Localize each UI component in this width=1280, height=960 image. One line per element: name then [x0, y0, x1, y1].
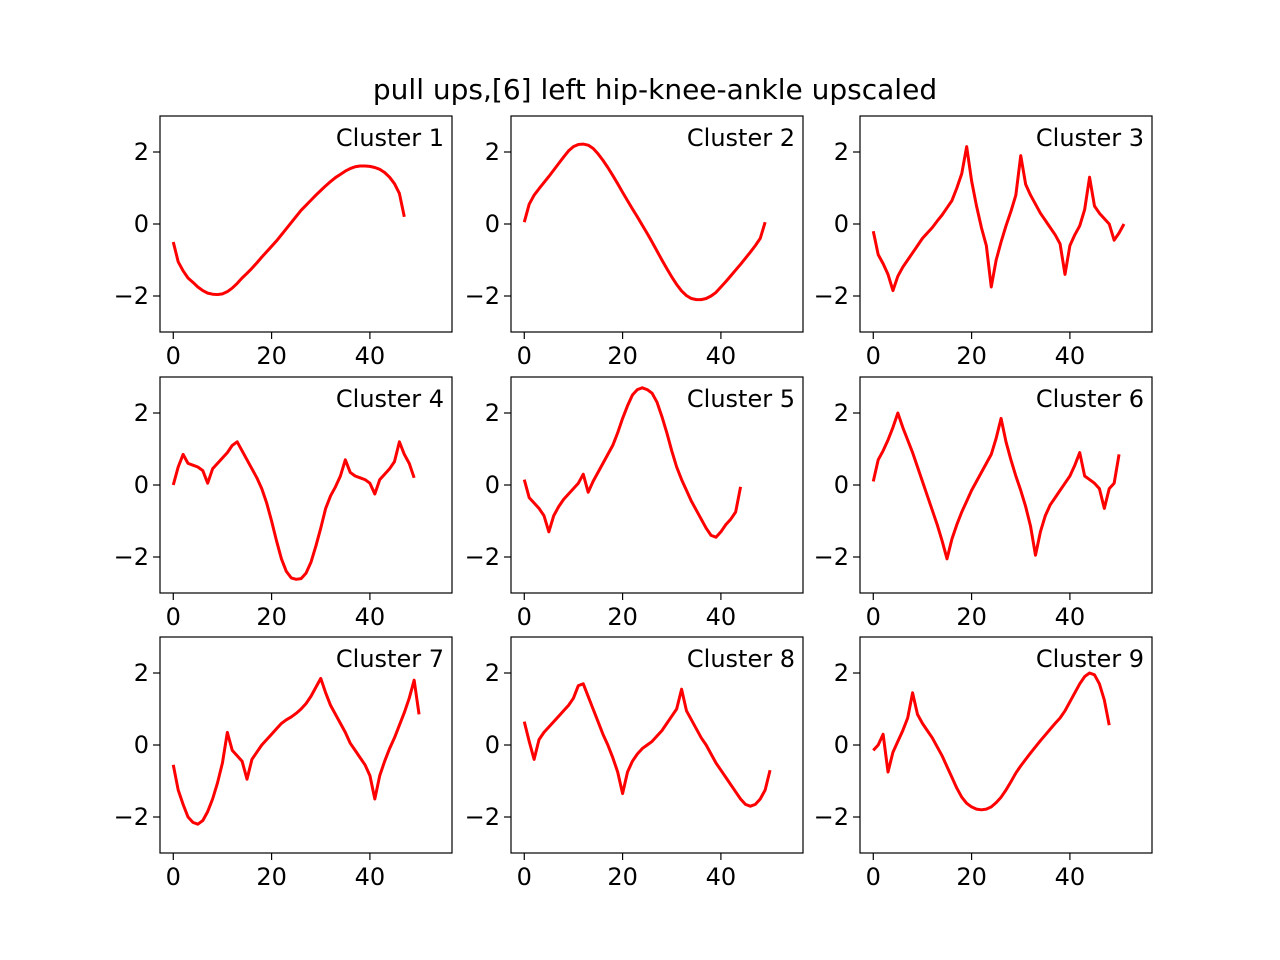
y-tick-label: −2 — [814, 282, 849, 310]
x-tick-label: 40 — [355, 863, 386, 891]
x-tick-label: 40 — [355, 342, 386, 370]
series-line-8 — [522, 682, 772, 808]
x-tick-label: 20 — [607, 863, 638, 891]
x-tick-label: 40 — [706, 603, 737, 631]
y-tick-label: 0 — [485, 471, 500, 499]
x-tick-label: 40 — [355, 603, 386, 631]
cluster-label: Cluster 9 — [1036, 645, 1144, 673]
x-tick-label: 20 — [256, 863, 287, 891]
y-tick-label: 2 — [485, 399, 500, 427]
y-tick-label: 2 — [134, 399, 149, 427]
y-tick-label: 0 — [134, 210, 149, 238]
subplot-7: 0 20 40 −2 0 2 Cluster 7 — [114, 636, 453, 891]
y-tick-label: 0 — [485, 210, 500, 238]
series-line-2 — [522, 142, 767, 302]
series-line-6 — [871, 411, 1121, 561]
cluster-label: Cluster 8 — [687, 645, 795, 673]
y-tick-label: −2 — [114, 803, 149, 831]
subplot-6: 0 20 40 −2 0 2 Cluster 6 — [814, 376, 1153, 631]
figure-title: pull ups,[6] left hip-knee-ankle upscale… — [373, 73, 937, 106]
x-tick-label: 0 — [866, 342, 881, 370]
x-tick-label: 40 — [706, 863, 737, 891]
y-tick-label: 2 — [834, 659, 849, 687]
x-tick-label: 0 — [866, 603, 881, 631]
y-tick-label: −2 — [465, 803, 500, 831]
series-line-5 — [522, 386, 743, 539]
y-tick-label: −2 — [465, 543, 500, 571]
axes-grid: 0 20 40−202 Cluster 10 20 40−202 Cluster 20 20 4… — [114, 115, 1153, 891]
y-tick-label: 2 — [134, 138, 149, 166]
y-tick-label: 2 — [834, 138, 849, 166]
series-line-3 — [871, 145, 1126, 293]
x-tick-label: 0 — [166, 603, 181, 631]
subplot-3: 0 20 40 −2 0 2 Cluster 3 — [814, 115, 1153, 370]
subplot-1: 0 20 40 −2 0 2 Cluster 1 — [114, 115, 453, 370]
x-tick-label: 0 — [517, 863, 532, 891]
subplot-2: 0 20 40 −2 0 2 Cluster 2 — [465, 115, 804, 370]
cluster-label: Cluster 3 — [1036, 124, 1144, 152]
cluster-label: Cluster 2 — [687, 124, 795, 152]
x-tick-label: 0 — [166, 863, 181, 891]
x-tick-label: 20 — [256, 342, 287, 370]
x-tick-label: 20 — [607, 603, 638, 631]
y-tick-label: 0 — [834, 471, 849, 499]
subplot-5: 0 20 40 −2 0 2 Cluster 5 — [465, 376, 804, 631]
y-tick-label: 0 — [834, 731, 849, 759]
y-tick-label: 2 — [485, 138, 500, 166]
x-tick-label: 40 — [1055, 342, 1086, 370]
cluster-label: Cluster 1 — [336, 124, 444, 152]
subplot-4: 0 20 40 −2 0 2 Cluster 4 — [114, 376, 453, 631]
y-tick-label: 0 — [485, 731, 500, 759]
series-line-7 — [171, 676, 421, 826]
y-tick-label: −2 — [114, 543, 149, 571]
x-tick-label: 20 — [956, 863, 987, 891]
series-line-1 — [171, 164, 406, 297]
x-tick-label: 40 — [1055, 603, 1086, 631]
series-line-9 — [872, 671, 1111, 812]
cluster-label: Cluster 7 — [336, 645, 444, 673]
cluster-label: Cluster 6 — [1036, 385, 1144, 413]
y-tick-label: −2 — [465, 282, 500, 310]
cluster-label: Cluster 4 — [336, 385, 444, 413]
x-tick-label: 0 — [517, 342, 532, 370]
y-tick-label: 0 — [834, 210, 849, 238]
x-tick-label: 20 — [956, 603, 987, 631]
series-line-4 — [171, 440, 416, 581]
x-tick-label: 20 — [607, 342, 638, 370]
x-tick-label: 40 — [1055, 863, 1086, 891]
x-tick-label: 0 — [866, 863, 881, 891]
x-tick-label: 20 — [956, 342, 987, 370]
subplot-9: 0 20 40 −2 0 2 Cluster 9 — [814, 636, 1153, 891]
y-tick-label: 0 — [134, 471, 149, 499]
y-tick-label: 2 — [134, 659, 149, 687]
y-tick-label: −2 — [114, 282, 149, 310]
y-tick-label: 2 — [834, 399, 849, 427]
y-tick-label: 0 — [134, 731, 149, 759]
y-tick-label: 2 — [485, 659, 500, 687]
x-tick-label: 0 — [517, 603, 532, 631]
cluster-label: Cluster 5 — [687, 385, 795, 413]
subplot-8: 0 20 40 −2 0 2 Cluster 8 — [465, 636, 804, 891]
x-tick-label: 20 — [256, 603, 287, 631]
x-tick-label: 0 — [166, 342, 181, 370]
y-tick-label: −2 — [814, 803, 849, 831]
y-tick-label: −2 — [814, 543, 849, 571]
x-tick-label: 40 — [706, 342, 737, 370]
